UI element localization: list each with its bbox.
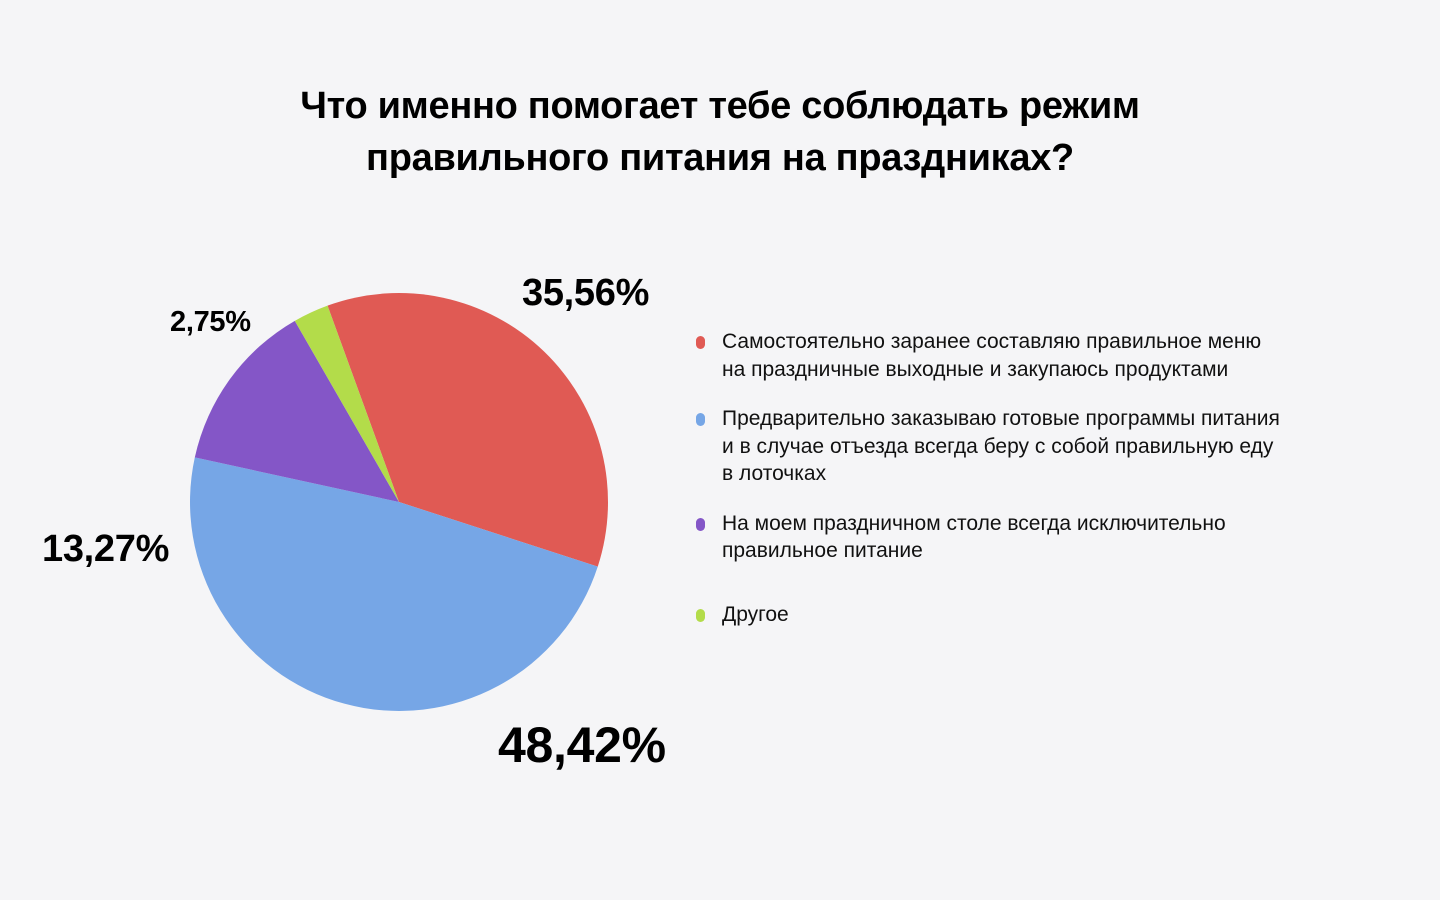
chart-title-line-1: Что именно помогает тебе соблюдать режим bbox=[300, 85, 1140, 127]
legend-item-ordered-meal-programs: Предварительно заказываю готовые програм… bbox=[694, 405, 1394, 488]
pie-slice-ordered-meal-programs bbox=[190, 457, 598, 711]
legend-swatch bbox=[696, 413, 705, 426]
legend-label-line: и в случае отъезда всегда беру с собой п… bbox=[722, 434, 1274, 458]
legend-item-other: Другое bbox=[694, 601, 1394, 629]
legend-label-line: Самостоятельно заранее составляю правиль… bbox=[722, 330, 1262, 353]
legend-label-line: на праздничные выходные и закупаюсь прод… bbox=[722, 357, 1229, 381]
pie-slice-self-prepared-menu bbox=[327, 292, 608, 567]
legend-item-always-healthy-table: На моем праздничном столе всегда исключи… bbox=[694, 510, 1394, 565]
legend-swatch bbox=[696, 517, 705, 531]
legend-swatch bbox=[696, 336, 705, 349]
legend-label-line: Предварительно заказываю готовые програм… bbox=[722, 407, 1280, 430]
legend-item-self-prepared-menu: Самостоятельно заранее составляю правиль… bbox=[694, 328, 1394, 383]
pie-slice-always-healthy-table bbox=[194, 320, 399, 502]
slice-value-label-ordered-meal-programs: 48,42% bbox=[498, 717, 666, 773]
slice-value-label-self-prepared-menu: 35,56% bbox=[522, 272, 650, 314]
legend-label-line: На моем праздничном столе всегда исключи… bbox=[722, 511, 1226, 535]
slice-value-label-always-healthy-table: 13,27% bbox=[42, 528, 170, 570]
chart-title: Что именно помогает тебе соблюдать режим… bbox=[220, 80, 1220, 184]
pie-slice-other bbox=[294, 305, 399, 502]
legend-swatch bbox=[696, 608, 705, 622]
slice-value-label-other: 2,75% bbox=[170, 306, 251, 338]
chart-title-line-2: правильного питания на праздниках? bbox=[366, 137, 1074, 179]
chart-legend: Самостоятельно заранее составляю правиль… bbox=[694, 328, 1394, 628]
legend-label-line: в лоточках bbox=[722, 462, 827, 485]
legend-label-line: Другое bbox=[722, 602, 789, 626]
legend-label-line: правильное питание bbox=[722, 539, 923, 562]
